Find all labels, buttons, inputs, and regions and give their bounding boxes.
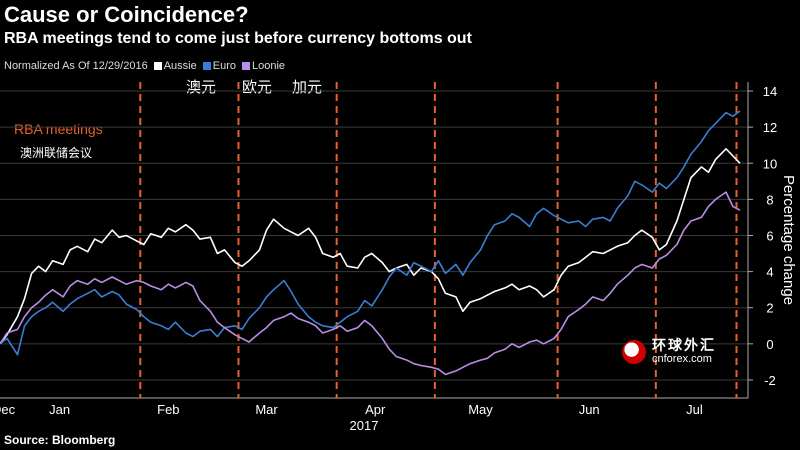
y-tick-label: 4	[766, 265, 773, 280]
y-tick-label: -2	[764, 373, 776, 388]
y-tick-label: 0	[766, 337, 773, 352]
legend-item-euro: Euro	[202, 60, 236, 72]
x-tick-label: May	[468, 402, 493, 417]
watermark-en: cnforex.com	[652, 353, 712, 366]
series-line-aussie	[0, 148, 741, 345]
legend-item-aussie: Aussie	[153, 60, 197, 72]
x-tick-label: Dec	[0, 402, 16, 417]
watermark-logo-icon	[622, 339, 646, 364]
x-tick-label: Mar	[255, 402, 278, 417]
legend-item-loonie: Loonie	[241, 60, 286, 72]
y-tick-label: 2	[766, 301, 773, 316]
rba-meetings-label: RBA meetings	[14, 121, 103, 137]
chart-title: Cause or Coincidence?	[4, 2, 249, 27]
aussie-cn-label: 澳元	[186, 79, 217, 96]
x-tick-label: Feb	[157, 402, 179, 417]
legend-swatch-aussie	[153, 62, 162, 70]
y-tick-label: 14	[763, 84, 777, 99]
legend-label-aussie: Aussie	[163, 60, 197, 72]
x-tick-label: Jan	[49, 402, 70, 417]
y-tick-label: 6	[766, 228, 773, 243]
rba-meetings-cn-label: 澳洲联储会议	[20, 146, 93, 160]
chart-subtitle: RBA meetings tend to come just before cu…	[4, 30, 472, 47]
y-tick-label: 12	[763, 120, 777, 135]
x-tick-label: Jun	[579, 402, 600, 417]
legend-swatch-loonie	[241, 62, 250, 70]
series-line-loonie	[0, 191, 741, 376]
legend-label-euro: Euro	[212, 60, 236, 72]
legend-label-loonie: Loonie	[251, 60, 286, 72]
series-line-euro	[0, 110, 741, 356]
euro-cn-label: 欧元	[242, 79, 273, 96]
y-tick-label: 8	[766, 192, 773, 207]
legend: Normalized As Of 12/29/2016 Aussie Euro …	[4, 60, 285, 72]
watermark-cn: 环球外汇	[652, 337, 716, 353]
source-note: Source: Bloomberg	[4, 433, 116, 447]
x-tick-label: Jul	[686, 402, 703, 417]
watermark: 环球外汇 cnforex.com	[622, 337, 716, 366]
legend-swatch-euro	[202, 62, 211, 70]
legend-note: Normalized As Of 12/29/2016	[4, 60, 148, 72]
x-tick-label: Apr	[365, 402, 386, 417]
x-year-label: 2017	[350, 418, 379, 433]
y-axis-label: Percentage change	[780, 175, 797, 305]
y-tick-label: 10	[763, 156, 777, 171]
loonie-cn-label: 加元	[292, 79, 323, 96]
